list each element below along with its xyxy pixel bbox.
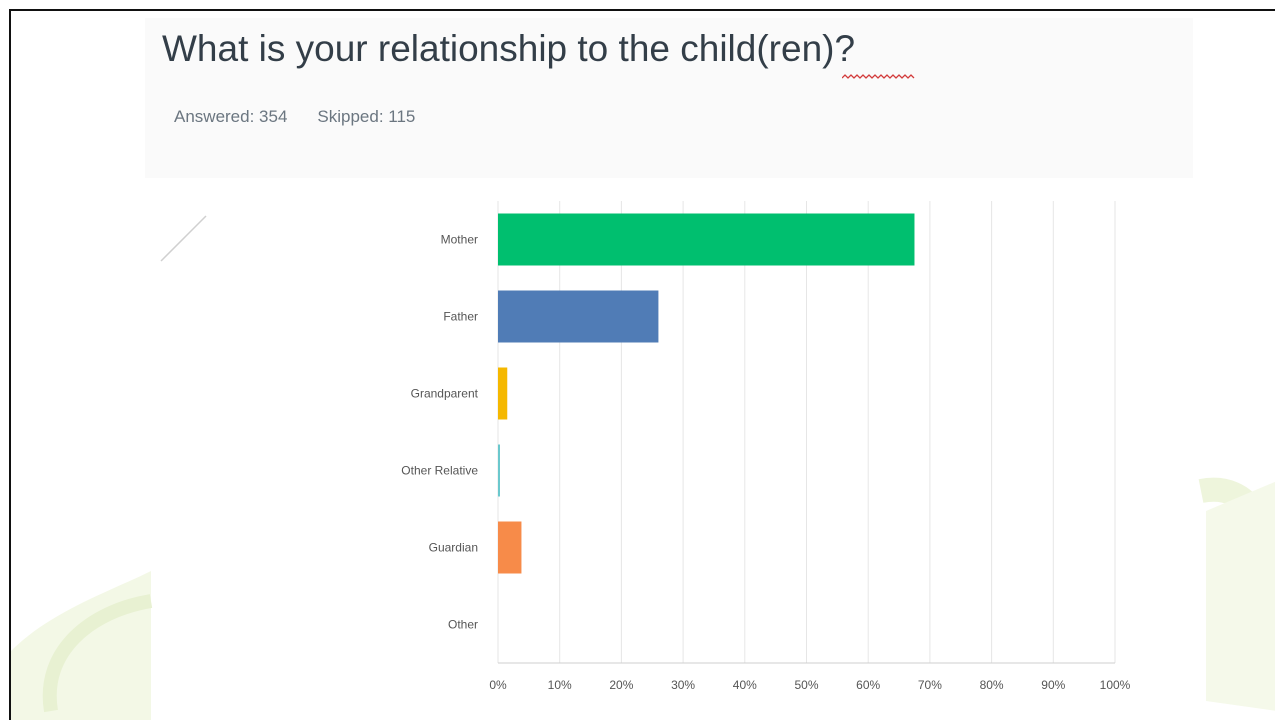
skipped-count: Skipped: 115 bbox=[317, 107, 416, 126]
bar-grandparent bbox=[498, 367, 508, 420]
x-tick-label: 40% bbox=[733, 678, 757, 692]
response-stats: Answered: 354 Skipped: 115 bbox=[174, 107, 415, 127]
category-label: Other Relative bbox=[401, 464, 478, 478]
category-label: Father bbox=[443, 310, 478, 324]
background-decoration bbox=[11, 215, 1275, 720]
answered-count: Answered: 354 bbox=[174, 107, 288, 126]
bar-guardian bbox=[498, 521, 522, 574]
x-tick-label: 20% bbox=[609, 678, 633, 692]
category-label: Guardian bbox=[429, 541, 478, 555]
category-label: Mother bbox=[441, 233, 478, 247]
x-tick-label: 30% bbox=[671, 678, 695, 692]
question-title: What is your relationship to the child(r… bbox=[162, 28, 856, 69]
x-tick-label: 10% bbox=[548, 678, 572, 692]
chart-panel: 0% 10% 20% 30% 40% 50% 60% 70% 80% 90% 100% Mother F… bbox=[220, 183, 1195, 711]
bar-other-relative bbox=[498, 444, 500, 497]
x-tick-label: 0% bbox=[489, 678, 507, 692]
spellcheck-underline bbox=[842, 74, 915, 79]
category-label: Other bbox=[448, 618, 478, 632]
x-tick-label: 80% bbox=[980, 678, 1004, 692]
x-tick-label: 60% bbox=[856, 678, 880, 692]
x-tick-label: 100% bbox=[1100, 678, 1131, 692]
header-panel bbox=[145, 18, 1193, 178]
category-label: Grandparent bbox=[411, 387, 479, 401]
x-tick-label: 90% bbox=[1041, 678, 1065, 692]
x-tick-label: 70% bbox=[918, 678, 942, 692]
bar-chart: 0% 10% 20% 30% 40% 50% 60% 70% 80% 90% 100% Mother F… bbox=[401, 201, 1131, 692]
x-tick-label: 50% bbox=[794, 678, 818, 692]
bar-mother bbox=[498, 213, 915, 266]
bar-father bbox=[498, 290, 659, 343]
